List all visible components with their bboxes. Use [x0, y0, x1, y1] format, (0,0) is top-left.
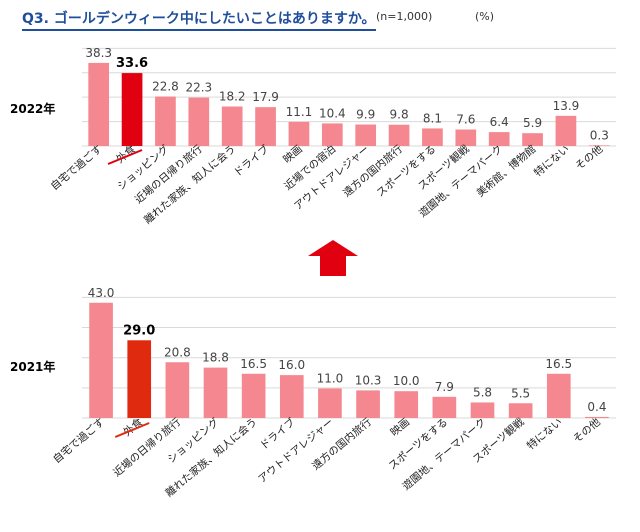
category-label: 自宅で過ごす: [48, 142, 105, 193]
bar: [188, 97, 210, 146]
bar: [422, 128, 443, 146]
year-label: 2021年: [10, 359, 55, 374]
bar: [241, 373, 266, 418]
data-label: 22.8: [152, 80, 179, 94]
data-label: 29.0: [123, 323, 155, 338]
bar: [488, 132, 510, 146]
category-label: 自宅で過ごす: [50, 415, 107, 466]
bar: [588, 145, 610, 146]
data-label: 10.3: [355, 373, 382, 387]
category-label: 特にない: [525, 416, 565, 452]
data-label: 5.8: [473, 385, 492, 399]
bar: [88, 62, 110, 146]
bar: [585, 416, 609, 418]
year-label: 2022年: [10, 101, 55, 116]
data-label: 9.8: [390, 108, 409, 122]
bar: [165, 362, 190, 418]
page-title: Q3. ゴールデンウィーク中にしたいことはありますか。: [22, 8, 376, 31]
data-label: 7.6: [456, 113, 475, 127]
bar: [432, 396, 457, 418]
data-label: 43.0: [88, 286, 115, 300]
bar: [356, 390, 380, 418]
data-label: 16.5: [240, 357, 267, 371]
bar: [279, 375, 304, 418]
data-label: 17.9: [252, 90, 279, 104]
data-label: 10.0: [393, 374, 420, 388]
category-label: 映画: [388, 416, 412, 439]
data-label: 10.4: [319, 106, 346, 120]
bar: [546, 373, 571, 418]
category-label: 特にない: [532, 143, 572, 179]
category-label: 映画: [281, 143, 305, 166]
data-label: 16.0: [278, 358, 305, 372]
bar: [321, 123, 343, 146]
data-label: 20.8: [164, 345, 191, 359]
bar: [470, 402, 495, 418]
data-label: 18.8: [202, 351, 229, 365]
data-label: 38.3: [85, 46, 112, 60]
sample-size-note: (n=1,000): [376, 10, 433, 23]
data-label: 22.3: [185, 81, 212, 95]
bar: [318, 388, 342, 418]
data-label: 33.6: [116, 56, 148, 71]
data-label: 8.1: [423, 111, 442, 125]
data-label: 5.5: [511, 386, 530, 400]
data-label: 0.4: [587, 400, 606, 414]
data-label: 5.9: [523, 116, 542, 130]
data-label: 16.5: [545, 357, 572, 371]
data-label: 7.9: [435, 380, 454, 394]
bar: [155, 96, 176, 146]
category-label: その他: [570, 415, 603, 446]
bar: [89, 302, 113, 418]
category-label: 美術館、博物館: [474, 142, 539, 199]
data-label: 6.4: [490, 115, 509, 129]
bar: [394, 391, 419, 418]
bar: [121, 73, 143, 146]
bar: [127, 340, 152, 418]
bar: [508, 403, 533, 418]
bar: [203, 367, 228, 418]
bar: [255, 107, 276, 146]
bar: [455, 129, 477, 146]
bar: [555, 115, 577, 146]
bar: [288, 121, 310, 146]
data-label: 9.9: [356, 108, 375, 122]
highlight-underline: [107, 149, 143, 165]
category-label: スポーツをする: [375, 143, 439, 199]
category-label: 遠方の国内旅行: [340, 142, 405, 200]
bar: [221, 106, 243, 146]
data-label: 18.2: [219, 90, 246, 104]
data-label: 13.9: [553, 99, 580, 113]
bar: [355, 124, 377, 146]
unit-label: (%): [475, 10, 495, 23]
data-label: 11.1: [286, 105, 313, 119]
up-arrow-icon: [308, 240, 358, 276]
highlight-underline: [114, 422, 150, 438]
category-label: その他: [573, 142, 606, 173]
data-label: 11.0: [317, 372, 344, 386]
bar: [388, 124, 410, 146]
data-label: 0.3: [590, 128, 609, 142]
category-label: ドライブ: [231, 142, 272, 179]
bar: [522, 133, 543, 146]
